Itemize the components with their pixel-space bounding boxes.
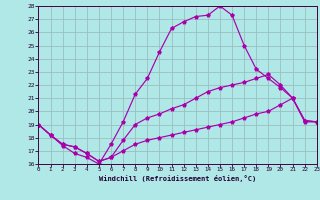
X-axis label: Windchill (Refroidissement éolien,°C): Windchill (Refroidissement éolien,°C) — [99, 175, 256, 182]
